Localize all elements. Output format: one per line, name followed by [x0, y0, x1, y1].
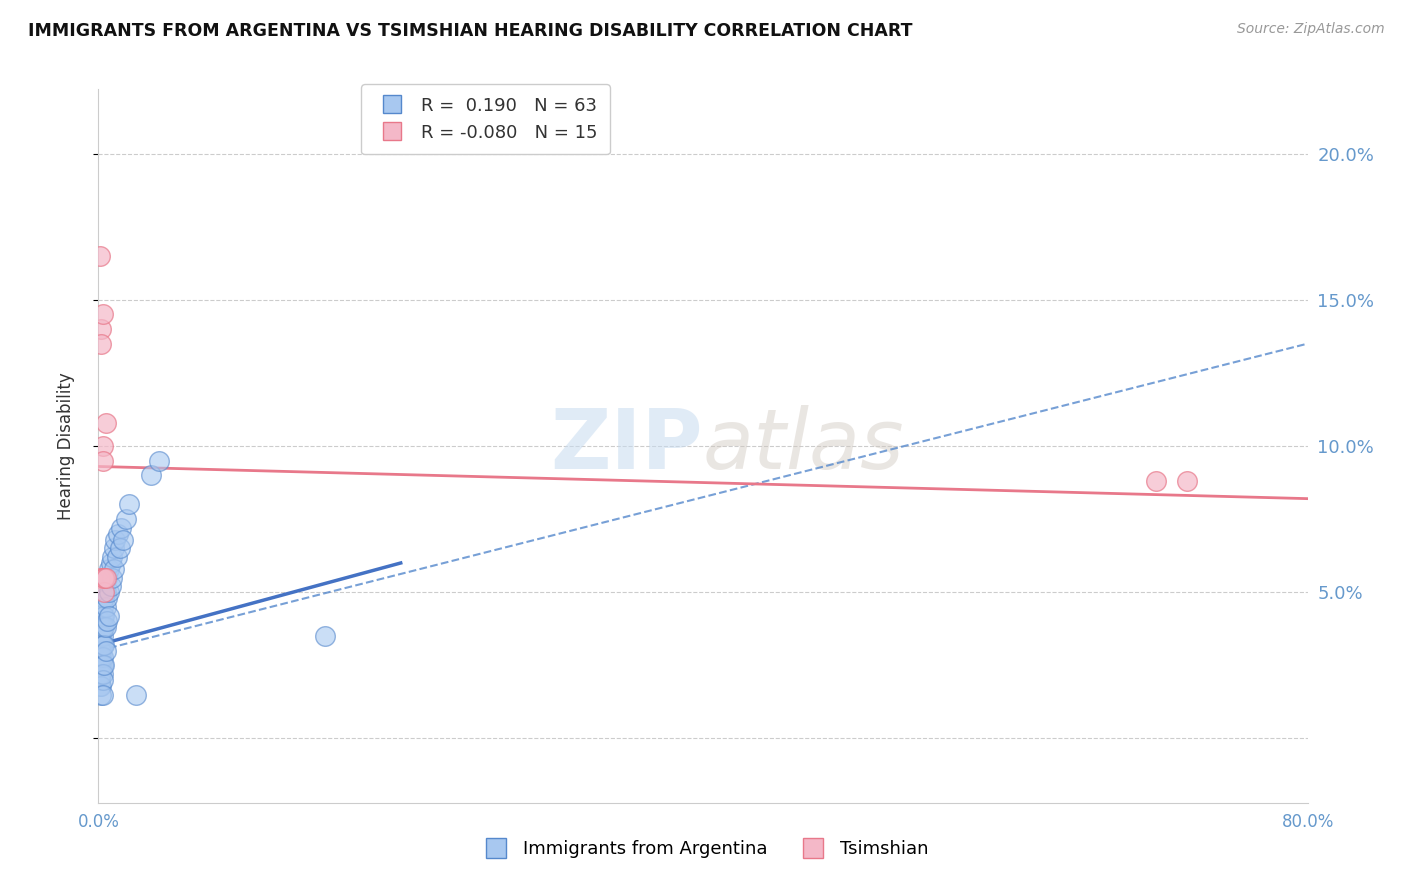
Point [91, 629, 114, 643]
Point [93, 620, 115, 634]
Point [125, 688, 148, 702]
Point [94, 644, 117, 658]
Point [314, 629, 336, 643]
Point [89, 644, 111, 658]
Point [90, 667, 112, 681]
Point [91, 638, 114, 652]
Point [94, 620, 117, 634]
Point [100, 556, 122, 570]
Point [96, 591, 118, 605]
Point [90, 638, 112, 652]
Point [89, 571, 111, 585]
Point [100, 579, 122, 593]
Point [89, 679, 111, 693]
Point [89, 673, 111, 687]
Text: ZIP: ZIP [551, 406, 703, 486]
Point [98, 562, 121, 576]
Point [148, 453, 170, 467]
Point [91, 673, 114, 687]
Point [91, 608, 114, 623]
Point [91, 649, 114, 664]
Point [94, 585, 117, 599]
Point [118, 498, 141, 512]
Point [89, 652, 111, 666]
Point [101, 571, 124, 585]
Point [93, 585, 115, 599]
Point [91, 667, 114, 681]
Point [90, 679, 112, 693]
Point [105, 550, 128, 565]
Point [91, 453, 114, 467]
Point [93, 571, 115, 585]
Point [107, 526, 129, 541]
Point [98, 585, 121, 599]
Point [108, 541, 131, 556]
Legend: Immigrants from Argentina, Tsimshian: Immigrants from Argentina, Tsimshian [471, 833, 935, 865]
Point [90, 629, 112, 643]
Point [111, 533, 134, 547]
Point [1144, 474, 1167, 488]
Point [93, 608, 115, 623]
Point [91, 688, 114, 702]
Point [91, 599, 114, 614]
Point [101, 550, 124, 565]
Point [103, 562, 125, 576]
Point [91, 307, 114, 321]
Point [110, 521, 132, 535]
Point [93, 638, 115, 652]
Point [90, 620, 112, 634]
Point [94, 571, 117, 585]
Y-axis label: Hearing Disability: Hearing Disability [56, 372, 75, 520]
Point [1175, 474, 1198, 488]
Point [90, 322, 112, 336]
Point [90, 649, 112, 664]
Point [93, 658, 115, 673]
Point [96, 615, 118, 629]
Text: IMMIGRANTS FROM ARGENTINA VS TSIMSHIAN HEARING DISABILITY CORRELATION CHART: IMMIGRANTS FROM ARGENTINA VS TSIMSHIAN H… [28, 22, 912, 40]
Point [90, 644, 112, 658]
Point [94, 416, 117, 430]
Point [90, 658, 112, 673]
Point [93, 591, 115, 605]
Point [104, 533, 127, 547]
Point [90, 688, 112, 702]
Point [91, 658, 114, 673]
Point [89, 615, 111, 629]
Point [89, 629, 111, 643]
Point [114, 512, 136, 526]
Text: atlas: atlas [703, 406, 904, 486]
Point [89, 635, 111, 649]
Point [90, 336, 112, 351]
Point [94, 599, 117, 614]
Point [89, 649, 111, 664]
Point [93, 571, 115, 585]
Point [90, 615, 112, 629]
Point [98, 608, 121, 623]
Point [89, 667, 111, 681]
Text: Source: ZipAtlas.com: Source: ZipAtlas.com [1237, 22, 1385, 37]
Point [91, 439, 114, 453]
Point [141, 468, 163, 483]
Point [89, 658, 111, 673]
Point [91, 620, 114, 634]
Point [103, 541, 125, 556]
Point [91, 571, 114, 585]
Point [96, 571, 118, 585]
Point [89, 249, 111, 263]
